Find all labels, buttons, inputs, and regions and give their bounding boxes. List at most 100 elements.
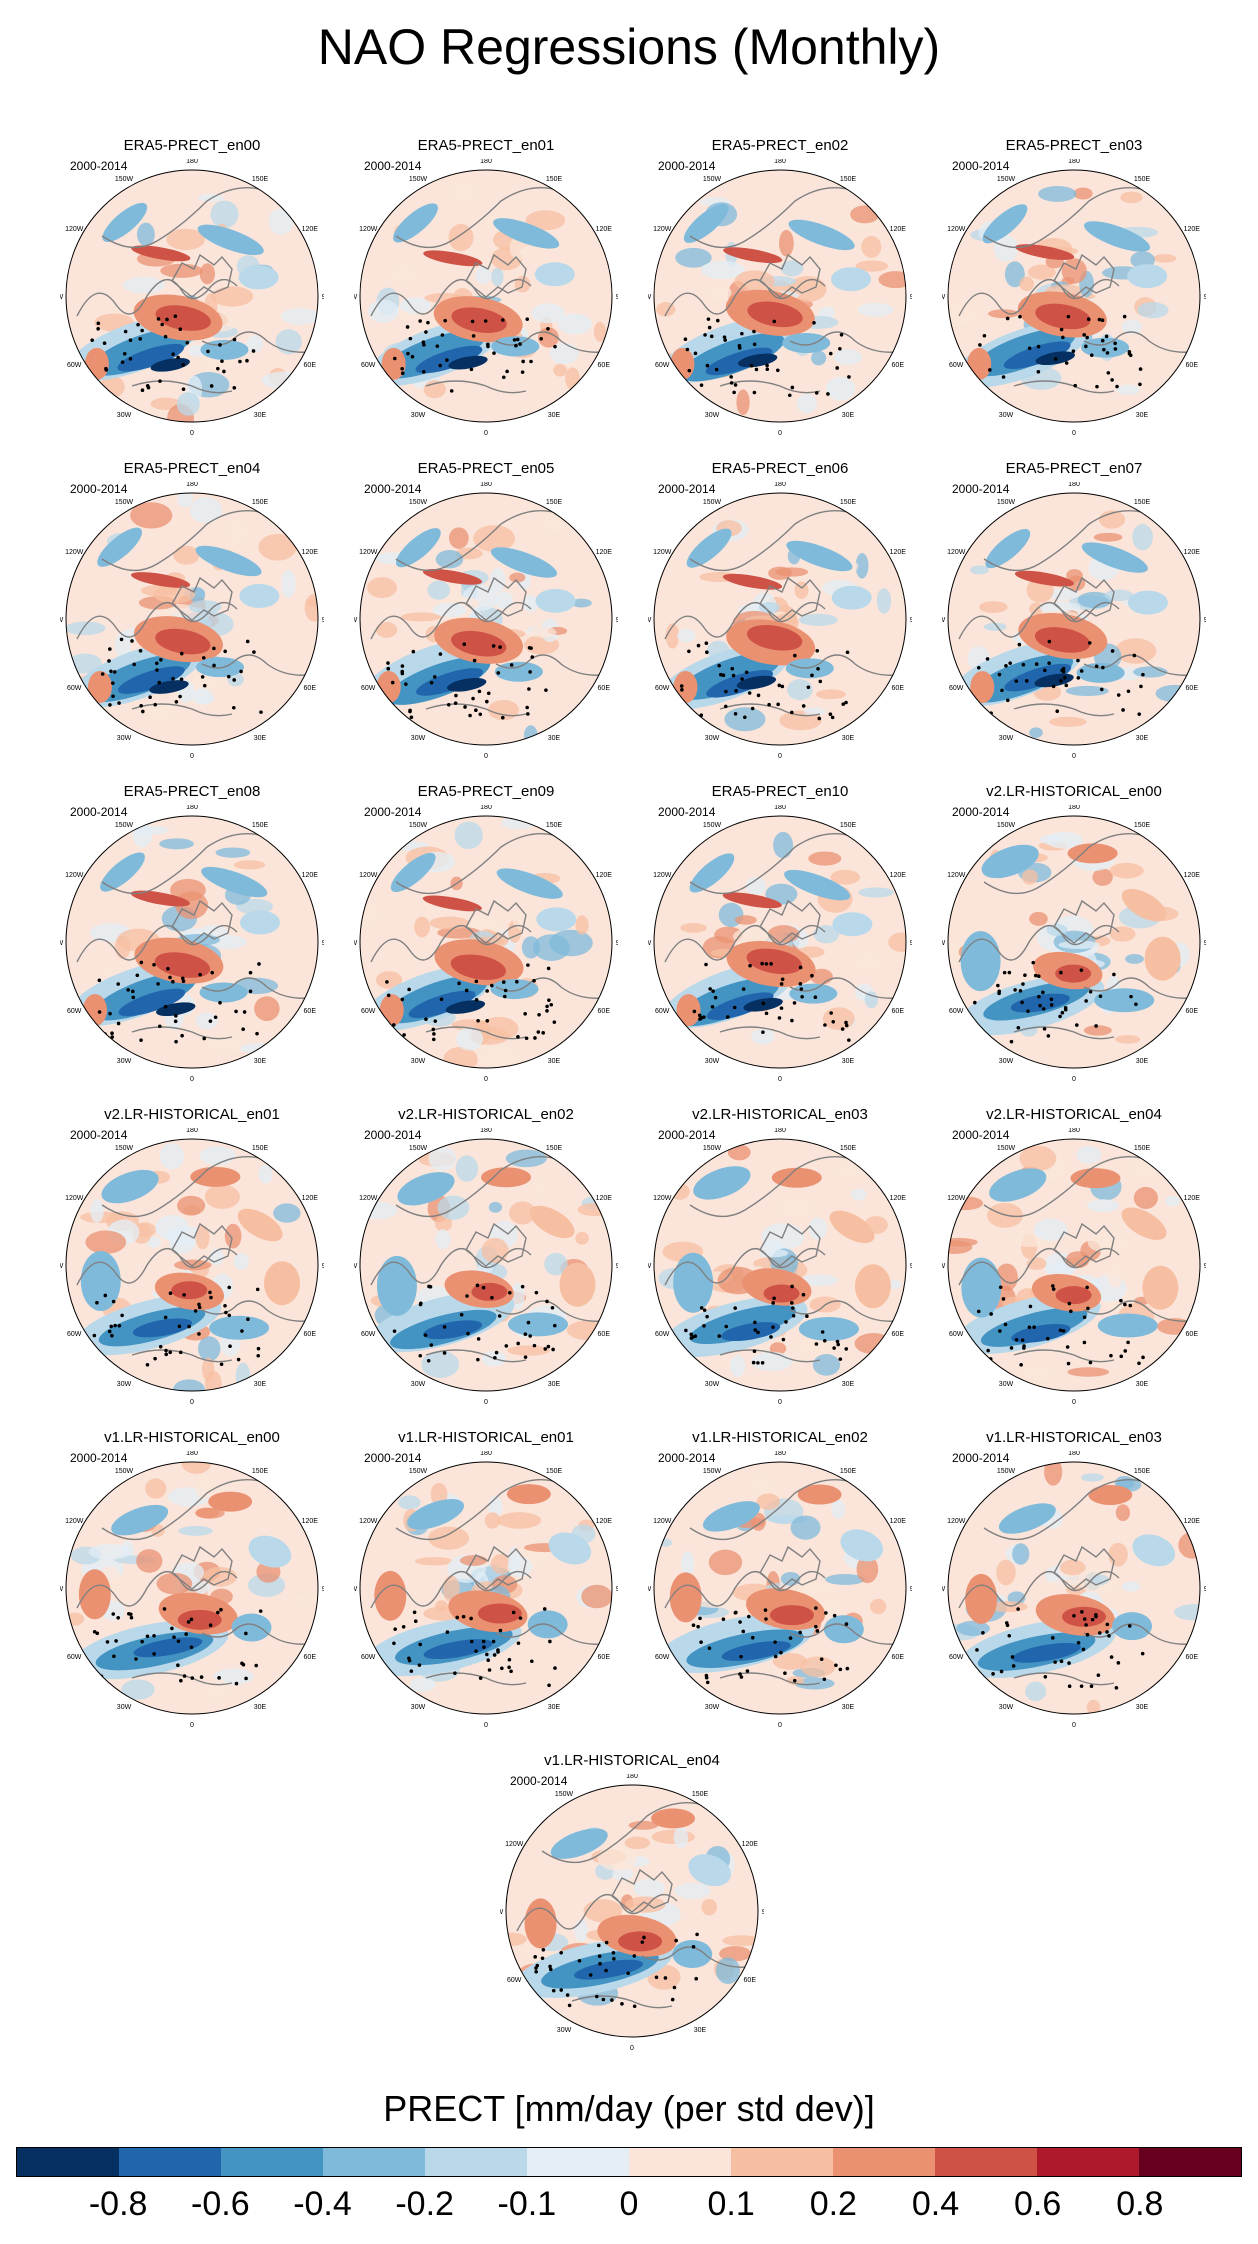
anomaly-patch <box>864 991 878 1009</box>
longitude-label: 90E <box>762 1909 764 1916</box>
anomaly-patch <box>724 707 766 732</box>
coastline <box>76 186 318 394</box>
longitude-label: 180 <box>774 1128 786 1134</box>
anomaly-patch <box>491 267 504 287</box>
anomaly-region <box>763 1284 800 1303</box>
anomaly-patch <box>818 306 835 319</box>
anomaly-patch <box>1039 834 1062 845</box>
anomaly-patch <box>159 1143 185 1170</box>
panel-title: v1.LR-HISTORICAL_en00 <box>104 1429 280 1446</box>
anomaly-region <box>397 1172 455 1206</box>
anomaly-patch <box>1115 638 1157 664</box>
anomaly-patch <box>121 1679 155 1700</box>
anomaly-patch <box>674 1882 711 1900</box>
anomaly-region <box>97 527 143 567</box>
anomaly-patch <box>772 1652 808 1670</box>
anomaly-patch <box>571 598 592 608</box>
longitude-label: 60W <box>361 362 376 369</box>
anomaly-region <box>446 677 487 692</box>
longitude-label: 150E <box>252 1468 269 1475</box>
longitude-label: 180 <box>186 1451 198 1457</box>
anomaly-patch <box>677 628 696 643</box>
panel-title: ERA5-PRECT_en09 <box>417 783 555 800</box>
anomaly-patch <box>541 512 568 533</box>
anomaly-patch <box>294 1593 318 1605</box>
longitude-label: 30W <box>705 1058 720 1065</box>
longitude-label: 90E <box>1204 1586 1206 1593</box>
anomaly-region <box>689 1304 796 1345</box>
anomaly-region <box>78 1569 111 1620</box>
longitude-label: 60W <box>949 1654 964 1661</box>
anomaly-patch <box>700 260 745 280</box>
polar-map: 180 150E 120E 90E 60E 30E 0 30W 60W 90W 120W 150W <box>648 482 912 760</box>
anomaly-patch <box>861 235 882 258</box>
anomaly-region <box>237 1208 283 1242</box>
longitude-label: 60E <box>598 1654 611 1661</box>
anomaly-region <box>407 1499 465 1530</box>
longitude-label: 90E <box>910 940 912 947</box>
anomaly-patch <box>681 1551 695 1577</box>
longitude-label: 150W <box>409 822 428 829</box>
anomaly-patch <box>979 601 1008 613</box>
anomaly-patch <box>137 222 155 247</box>
significance-dots <box>976 1284 1145 1367</box>
longitude-label: 0 <box>484 753 488 760</box>
anomaly-patch <box>1012 1543 1030 1565</box>
anomaly-patch <box>481 1237 509 1264</box>
longitude-label: 150E <box>840 822 857 829</box>
longitude-label: 60E <box>744 1977 757 1984</box>
anomaly-patch <box>360 1201 398 1220</box>
anomaly-region <box>550 1828 608 1859</box>
anomaly-patch <box>769 1342 787 1355</box>
colorbar-tick-label: -0.8 <box>88 2185 148 2223</box>
anomaly-patch <box>1058 940 1101 950</box>
anomaly-region <box>534 262 575 287</box>
longitude-label: 90E <box>616 617 618 624</box>
anomaly-patch <box>800 1656 836 1678</box>
anomaly-patch <box>173 1379 205 1391</box>
anomaly-region <box>199 982 248 1003</box>
anomaly-patch <box>428 1526 470 1550</box>
coastline <box>958 1478 1200 1686</box>
longitude-label: 30E <box>842 735 855 742</box>
period-label: 2000-2014 <box>658 1451 716 1465</box>
anomaly-patch <box>435 1229 451 1250</box>
longitude-label: 120W <box>653 872 672 879</box>
longitude-label: 90E <box>1204 940 1206 947</box>
longitude-label: 180 <box>186 482 198 488</box>
anomaly-region <box>379 994 404 1027</box>
anomaly-region <box>548 1532 592 1565</box>
longitude-label: 90E <box>322 1586 324 1593</box>
anomaly-patch <box>800 1274 838 1286</box>
panel-title: ERA5-PRECT_en07 <box>1005 460 1143 477</box>
longitude-label: 90E <box>616 1263 618 1270</box>
anomaly-patch <box>1047 588 1079 600</box>
longitude-label: 0 <box>484 1399 488 1406</box>
longitude-label: 120W <box>653 226 672 233</box>
anomaly-region <box>722 892 782 909</box>
longitude-label: 30E <box>548 1058 561 1065</box>
period-label: 2000-2014 <box>658 482 716 496</box>
polar-map: 180 150E 120E 90E 60E 30E 0 30W 60W 90W 120W 150W <box>648 1451 912 1729</box>
anomaly-region <box>477 1603 522 1624</box>
longitude-label: 30W <box>411 1381 426 1388</box>
significance-dots <box>92 1285 261 1367</box>
anomaly-region <box>422 895 482 912</box>
anomaly-patch <box>855 260 889 272</box>
anomaly-patch <box>473 525 516 552</box>
anomaly-region <box>669 1572 702 1623</box>
anomaly-region <box>133 1637 203 1658</box>
polar-map: 180 150E 120E 90E 60E 30E 0 30W 60W 90W 120W 150W <box>942 805 1206 1083</box>
anomaly-region <box>1035 303 1091 330</box>
polar-map: 180 150E 120E 90E 60E 30E 0 30W 60W 90W 120W 150W <box>942 159 1206 437</box>
anomaly-patch <box>856 1555 879 1584</box>
anomaly-region <box>965 1573 998 1624</box>
longitude-label: 30W <box>117 1704 132 1711</box>
longitude-label: 90W <box>648 940 652 947</box>
anomaly-patch <box>675 247 712 268</box>
panel-title: ERA5-PRECT_en02 <box>711 137 849 154</box>
anomaly-region <box>423 250 483 267</box>
anomaly-patch <box>575 1231 589 1245</box>
anomaly-patch <box>1116 384 1141 395</box>
polar-map: 180 150E 120E 90E 60E 30E 0 30W 60W 90W 120W 150W <box>942 1128 1206 1406</box>
